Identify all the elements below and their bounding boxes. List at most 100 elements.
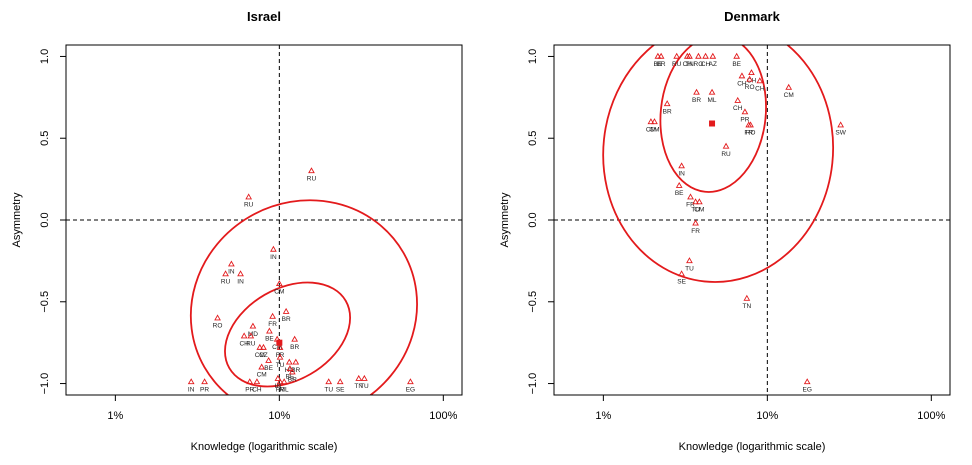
y-tick-label: 1.0	[39, 49, 51, 64]
point-label: FR	[276, 386, 285, 393]
confidence-ellipse-0	[602, 45, 835, 283]
data-point	[651, 118, 658, 125]
point-label: BE	[286, 373, 295, 380]
point-label: RU	[221, 278, 231, 285]
point-label: BE	[732, 61, 741, 68]
x-axis: 1% 10% 100%	[107, 395, 458, 422]
data-point	[276, 343, 284, 350]
y-tick-label: 0.5	[39, 131, 51, 146]
data-point	[286, 365, 294, 372]
point-label: TU	[360, 383, 369, 390]
point-label: IN	[188, 386, 195, 393]
point-label: RO	[694, 61, 704, 68]
point-label: CM	[649, 126, 659, 133]
y-axis: −1.0 −0.5 0.0 0.5 1.0	[39, 49, 66, 395]
point-label: RO	[213, 323, 223, 330]
point-label: IN	[237, 278, 244, 285]
point-label: BE	[265, 336, 274, 343]
data-point	[741, 108, 749, 115]
data-point	[282, 307, 290, 314]
point-label: TU	[324, 386, 333, 393]
data-point	[678, 270, 685, 277]
y-tick-label: 0.0	[39, 212, 51, 227]
data-point	[214, 314, 221, 321]
data-point	[785, 83, 793, 90]
x-tick-label: 1%	[595, 410, 611, 422]
data-point	[673, 52, 681, 59]
point-label: CH	[755, 85, 765, 92]
point-label: BE	[264, 365, 273, 372]
data-point	[687, 193, 694, 200]
point-label: FR	[744, 130, 753, 137]
point-label: TU	[276, 362, 285, 369]
point-label: FR	[691, 228, 700, 235]
point-label: RU	[721, 151, 731, 158]
data-point	[743, 294, 751, 301]
data-point	[747, 121, 754, 128]
point-label: BE	[654, 61, 663, 68]
point-label: RU	[244, 202, 254, 209]
y-axis-label: Asymmetry	[11, 192, 23, 248]
point-label: SE	[336, 386, 345, 393]
ellipse-group	[189, 199, 418, 395]
point-label: FR	[686, 202, 695, 209]
point-label: BE	[675, 190, 684, 197]
data-point	[260, 343, 267, 350]
data-point	[746, 75, 754, 82]
data-point	[270, 245, 277, 252]
point-label: CM	[257, 372, 267, 379]
data-point	[654, 52, 662, 59]
point-label: CH	[683, 61, 693, 68]
x-tick-label: 100%	[429, 410, 457, 422]
chart-title: Israel	[247, 9, 281, 24]
data-point	[275, 280, 283, 287]
data-point	[201, 378, 208, 385]
data-point	[360, 374, 368, 381]
data-point	[756, 77, 764, 84]
data-point	[675, 181, 683, 188]
data-point	[245, 193, 253, 200]
y-axis-label: Asymmetry	[499, 192, 511, 248]
data-point	[686, 52, 693, 59]
point-label: BR	[290, 344, 299, 351]
x-axis: 1% 10% 100%	[595, 395, 946, 422]
x-tick-label: 100%	[917, 410, 945, 422]
y-tick-label: −1.0	[39, 373, 51, 395]
point-label: BR	[282, 316, 291, 323]
point-label: CZ	[259, 352, 268, 359]
data-point	[249, 322, 257, 329]
x-tick-label: 10%	[268, 410, 290, 422]
point-label: CM	[784, 92, 794, 99]
y-tick-label: −1.0	[527, 373, 539, 395]
data-point	[187, 378, 195, 385]
y-axis: −1.0 −0.5 0.0 0.5 1.0	[527, 49, 554, 395]
data-point	[722, 142, 730, 149]
point-label: CM	[272, 344, 282, 351]
data-point	[247, 332, 255, 339]
ellipse-group	[602, 45, 835, 283]
point-label: PR	[245, 386, 254, 393]
point-label: BR	[288, 377, 297, 384]
data-point	[336, 378, 344, 385]
data-point	[228, 260, 235, 267]
data-point	[734, 96, 742, 103]
y-tick-label: 1.0	[527, 49, 539, 64]
confidence-ellipse-1	[224, 281, 352, 388]
point-label: TU	[685, 265, 694, 272]
chart-title: Denmark	[724, 9, 780, 24]
y-tick-label: 0.0	[527, 212, 539, 227]
point-label: EG	[406, 386, 415, 393]
point-label: SW	[835, 130, 846, 137]
data-point	[292, 358, 300, 365]
point-label: RU	[246, 341, 256, 348]
data-point	[276, 378, 284, 385]
point-label: CH	[733, 105, 743, 112]
y-tick-label: −0.5	[39, 291, 51, 313]
point-label: RO	[746, 130, 756, 137]
